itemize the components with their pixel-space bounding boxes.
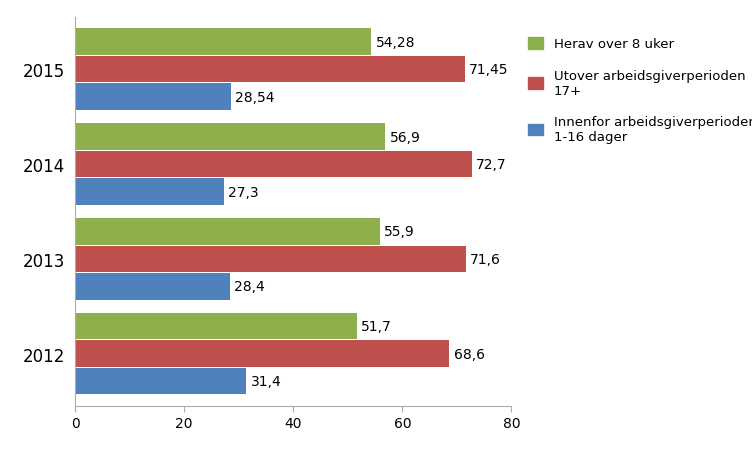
Text: 55,9: 55,9 — [384, 225, 415, 239]
Text: 28,54: 28,54 — [235, 91, 274, 105]
Text: 31,4: 31,4 — [250, 374, 281, 388]
Text: 51,7: 51,7 — [362, 319, 393, 333]
Bar — [75, 341, 449, 367]
Text: 72,7: 72,7 — [476, 158, 507, 172]
Text: 68,6: 68,6 — [453, 347, 484, 361]
Bar — [75, 84, 231, 111]
Legend: Herav over 8 uker, Utover arbeidsgiverperioden
17+, Innenfor arbeidsgiverperiode: Herav over 8 uker, Utover arbeidsgiverpe… — [523, 32, 752, 149]
Text: 27,3: 27,3 — [229, 185, 259, 199]
Bar — [75, 57, 465, 83]
Bar — [75, 124, 386, 151]
Bar — [75, 246, 465, 272]
Text: 28,4: 28,4 — [235, 280, 265, 294]
Bar — [75, 368, 247, 395]
Text: 54,28: 54,28 — [375, 36, 415, 50]
Bar — [75, 152, 472, 178]
Bar — [75, 219, 380, 245]
Bar — [75, 273, 230, 300]
Text: 71,45: 71,45 — [469, 63, 508, 77]
Bar — [75, 179, 224, 205]
Bar — [75, 29, 371, 56]
Text: 71,6: 71,6 — [470, 252, 501, 266]
Bar — [75, 313, 357, 340]
Text: 56,9: 56,9 — [390, 130, 420, 144]
